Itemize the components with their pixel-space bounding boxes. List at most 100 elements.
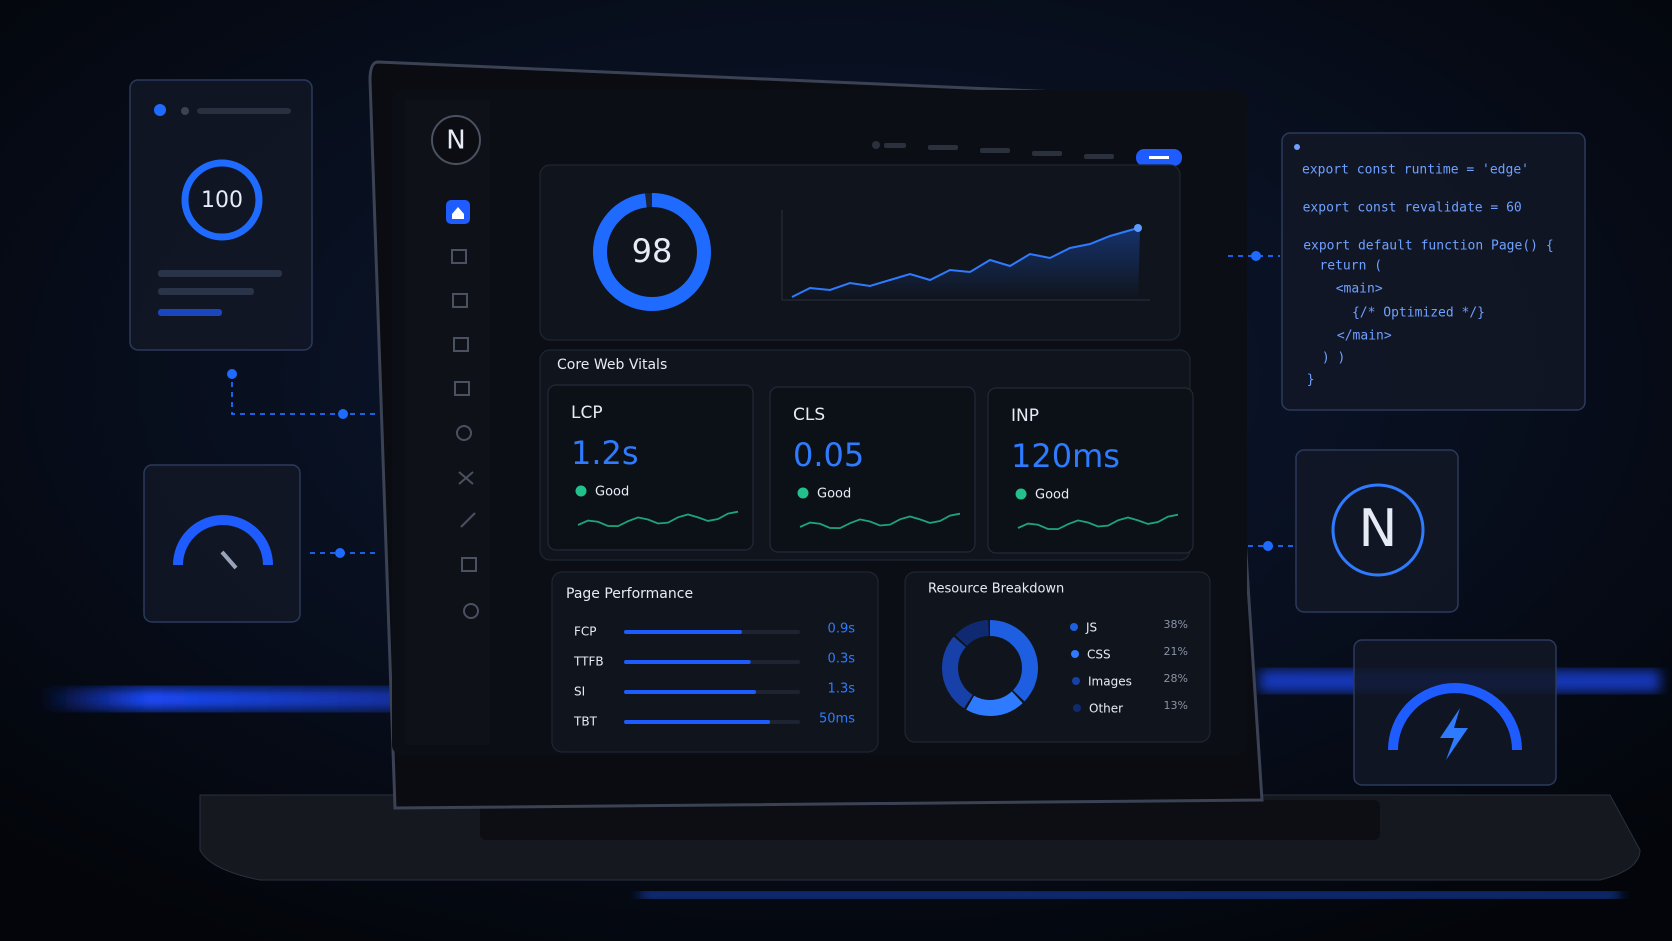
- perf-value: 0.3s: [828, 652, 856, 667]
- speed-arc: [1388, 683, 1522, 751]
- home-icon: [452, 207, 464, 219]
- nav-icon[interactable]: [454, 381, 470, 396]
- metric-status: Good: [817, 487, 851, 502]
- code-line: }: [1307, 373, 1315, 388]
- trend-point: [1134, 224, 1142, 232]
- nav-link[interactable]: [928, 145, 958, 150]
- code-line: {/* Optimized */}: [1305, 306, 1485, 321]
- cwv-card: [547, 384, 754, 551]
- logo-card: [1295, 449, 1459, 613]
- code-line: export default function Page() {: [1303, 239, 1553, 254]
- nav-link[interactable]: [884, 143, 906, 148]
- light-strip: [40, 688, 400, 710]
- nav-icon[interactable]: [458, 471, 474, 485]
- top-nav: [872, 141, 1182, 166]
- code-line: <main>: [1304, 282, 1382, 297]
- perf-label: FCP: [574, 625, 597, 639]
- trend-area: [792, 228, 1140, 300]
- status-dot: [1015, 488, 1027, 500]
- code-card: [1281, 132, 1586, 411]
- perf-bar: [624, 630, 742, 634]
- donut-segment: [942, 620, 1038, 716]
- perf-bar: [624, 690, 756, 694]
- left-score: 100: [201, 188, 243, 213]
- status-dot: [575, 485, 587, 497]
- score: 98: [632, 232, 673, 270]
- trend-line: [791, 227, 1139, 298]
- score-ring: [593, 193, 711, 311]
- metric-name: LCP: [571, 403, 603, 423]
- nav-icon[interactable]: [451, 249, 467, 264]
- code-line: ) ): [1306, 351, 1345, 366]
- nav-dot[interactable]: [872, 141, 880, 149]
- metric-value: 1.2s: [571, 434, 639, 472]
- ring-value: [181, 159, 263, 241]
- ring-value: [593, 193, 711, 311]
- gauge-needle: [220, 550, 238, 570]
- code-block: export const runtime = 'edge' export cons…: [1302, 163, 1554, 388]
- resource-title: Resource Breakdown: [928, 582, 1064, 597]
- connector-dot: [1251, 251, 1261, 261]
- logo-large: N: [1359, 499, 1398, 559]
- left-score-ring: [181, 159, 263, 241]
- cwv-card: [987, 387, 1194, 554]
- legend-dot: [1071, 650, 1079, 658]
- donut-segment: [942, 620, 1038, 716]
- sparkline: [799, 512, 961, 530]
- donut-segment: [942, 620, 1038, 716]
- perf-bar: [624, 720, 771, 724]
- gauge-arc: [173, 515, 273, 566]
- base-glow: [640, 892, 1620, 898]
- sparkline: [577, 510, 739, 528]
- connector-dot: [335, 548, 345, 558]
- placeholder: [158, 309, 222, 316]
- window-dot: [154, 104, 166, 116]
- legend-value: 28%: [1164, 672, 1188, 685]
- nav-button-icon: [1149, 156, 1169, 159]
- nav-icon[interactable]: [452, 293, 468, 308]
- legend-value: 38%: [1164, 618, 1188, 631]
- nav-icon[interactable]: [456, 425, 472, 441]
- code-line: export const runtime = 'edge': [1302, 163, 1529, 178]
- nav-link[interactable]: [1032, 151, 1062, 156]
- legend-label: Other: [1089, 702, 1123, 716]
- logo-ring: [1331, 483, 1425, 577]
- code-line: return (: [1304, 259, 1382, 274]
- legend-value: 13%: [1164, 699, 1188, 712]
- nav-icon[interactable]: [453, 337, 469, 352]
- nav-icon[interactable]: [460, 512, 476, 528]
- metric-value: 0.05: [793, 436, 864, 474]
- legend-label: Images: [1088, 675, 1132, 689]
- gauge-card: [143, 464, 301, 623]
- nav-icon[interactable]: [461, 557, 477, 572]
- perf-value: 1.3s: [828, 682, 856, 697]
- connector-dot: [227, 369, 237, 379]
- perf-label: TBT: [573, 715, 598, 729]
- legend-value: 21%: [1164, 645, 1188, 658]
- legend-dot: [1072, 677, 1080, 685]
- connector-dot: [1263, 541, 1273, 551]
- metric-name: CLS: [793, 405, 825, 425]
- nav-link[interactable]: [980, 148, 1010, 153]
- metric-status: Good: [1035, 488, 1069, 503]
- perf-value: 0.9s: [828, 622, 856, 637]
- nav-link[interactable]: [1084, 154, 1114, 159]
- cwv-title: Core Web Vitals: [557, 357, 667, 373]
- placeholder: [158, 270, 282, 277]
- perf-title: Page Performance: [566, 586, 693, 602]
- nav-icons: [451, 249, 479, 619]
- sidebar: [405, 100, 490, 745]
- metric-value: 120ms: [1011, 437, 1120, 475]
- speed-card: [1353, 639, 1557, 786]
- perf-label: TTFB: [573, 655, 604, 669]
- sparkline: [1017, 513, 1179, 531]
- placeholder: [197, 108, 291, 114]
- nav-icon[interactable]: [463, 603, 479, 619]
- perf-rows: FCP 0.9s TTFB 0.3s SI 1.3s TBT 50ms: [573, 622, 855, 729]
- window-dot: [181, 107, 189, 115]
- legend-label: CSS: [1087, 648, 1111, 662]
- code-line: export const revalidate = 60: [1303, 201, 1522, 216]
- status-dot: [797, 487, 809, 499]
